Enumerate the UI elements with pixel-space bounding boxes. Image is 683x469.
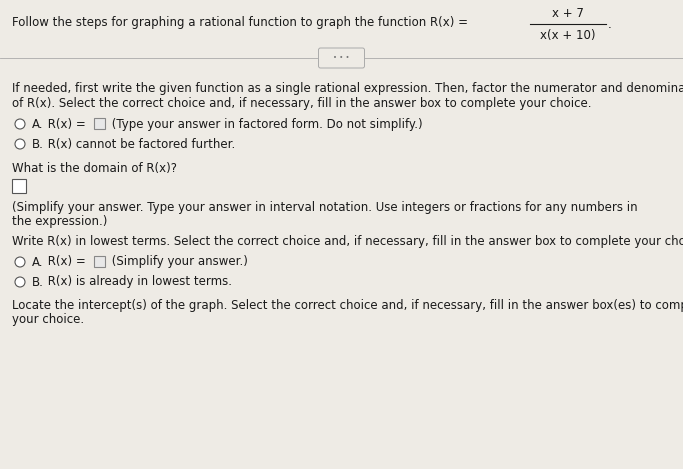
Text: the expression.): the expression.) bbox=[12, 214, 107, 227]
Text: R(x) is already in lowest terms.: R(x) is already in lowest terms. bbox=[44, 275, 232, 288]
Text: your choice.: your choice. bbox=[12, 313, 84, 326]
Text: Locate the intercept(s) of the graph. Select the correct choice and, if necessar: Locate the intercept(s) of the graph. Se… bbox=[12, 300, 683, 312]
Text: Write R(x) in lowest terms. Select the correct choice and, if necessary, fill in: Write R(x) in lowest terms. Select the c… bbox=[12, 234, 683, 248]
Text: R(x) =: R(x) = bbox=[44, 256, 89, 268]
Text: If needed, first write the given function as a single rational expression. Then,: If needed, first write the given functio… bbox=[12, 82, 683, 94]
Text: What is the domain of R(x)?: What is the domain of R(x)? bbox=[12, 161, 177, 174]
Text: x(x + 10): x(x + 10) bbox=[540, 29, 596, 41]
Circle shape bbox=[15, 139, 25, 149]
Text: of R(x). Select the correct choice and, if necessary, fill in the answer box to : of R(x). Select the correct choice and, … bbox=[12, 97, 591, 109]
Text: A.: A. bbox=[32, 256, 44, 268]
Text: B.: B. bbox=[32, 275, 44, 288]
Text: (Type your answer in factored form. Do not simplify.): (Type your answer in factored form. Do n… bbox=[108, 118, 423, 130]
Text: A.: A. bbox=[32, 118, 44, 130]
Text: (Simplify your answer.): (Simplify your answer.) bbox=[108, 256, 248, 268]
Text: x + 7: x + 7 bbox=[552, 7, 584, 20]
Text: R(x) =: R(x) = bbox=[44, 118, 89, 130]
FancyBboxPatch shape bbox=[318, 48, 365, 68]
FancyBboxPatch shape bbox=[94, 119, 105, 129]
Circle shape bbox=[15, 257, 25, 267]
Text: .: . bbox=[608, 17, 612, 30]
Text: (Simplify your answer. Type your answer in interval notation. Use integers or fr: (Simplify your answer. Type your answer … bbox=[12, 201, 638, 213]
Text: • • •: • • • bbox=[333, 55, 350, 61]
Text: R(x) cannot be factored further.: R(x) cannot be factored further. bbox=[44, 137, 235, 151]
FancyBboxPatch shape bbox=[12, 179, 26, 193]
Circle shape bbox=[15, 277, 25, 287]
Circle shape bbox=[15, 119, 25, 129]
Text: B.: B. bbox=[32, 137, 44, 151]
FancyBboxPatch shape bbox=[94, 257, 105, 267]
Text: Follow the steps for graphing a rational function to graph the function R(x) =: Follow the steps for graphing a rational… bbox=[12, 15, 472, 29]
